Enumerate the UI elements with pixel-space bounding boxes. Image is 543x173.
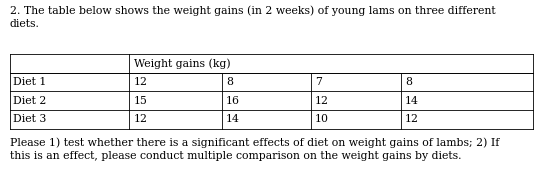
Text: 15: 15 xyxy=(134,96,148,106)
Text: 14: 14 xyxy=(226,114,240,124)
Text: 8: 8 xyxy=(226,77,233,87)
Text: 14: 14 xyxy=(405,96,419,106)
Text: Diet 1: Diet 1 xyxy=(13,77,46,87)
Text: Diet 2: Diet 2 xyxy=(13,96,46,106)
Text: 12: 12 xyxy=(315,96,329,106)
Text: 10: 10 xyxy=(315,114,329,124)
Text: 12: 12 xyxy=(134,114,148,124)
Text: Please 1) test whether there is a significant effects of diet on weight gains of: Please 1) test whether there is a signif… xyxy=(10,137,499,161)
Text: 12: 12 xyxy=(405,114,419,124)
Text: Weight gains (kg): Weight gains (kg) xyxy=(134,58,230,69)
Text: 2. The table below shows the weight gains (in 2 weeks) of young lams on three di: 2. The table below shows the weight gain… xyxy=(10,5,495,29)
Text: 7: 7 xyxy=(315,77,322,87)
Text: Diet 3: Diet 3 xyxy=(13,114,46,124)
Text: 8: 8 xyxy=(405,77,412,87)
Text: 16: 16 xyxy=(226,96,240,106)
Text: 12: 12 xyxy=(134,77,148,87)
